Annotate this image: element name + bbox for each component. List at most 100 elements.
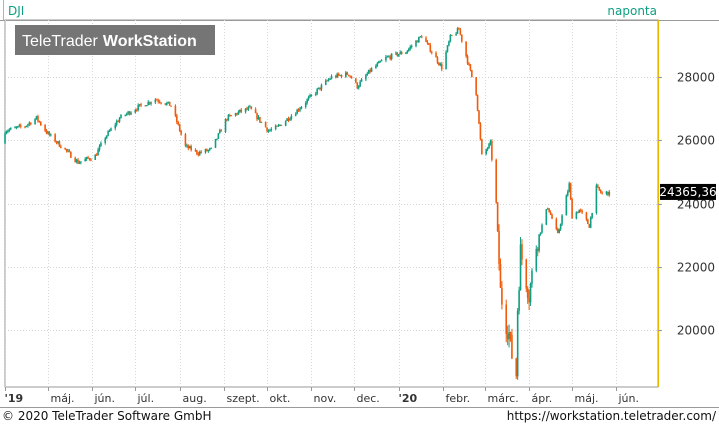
candle-body [607,191,609,195]
candle-body [135,109,138,111]
candle-body [224,119,227,132]
candle-body [545,209,548,225]
candle-body [277,125,280,127]
candle-body [84,159,86,162]
candle-body [438,62,440,66]
last-price-marker: 24365,36 [659,183,717,200]
candle-body [511,335,513,359]
candle-body [601,192,603,194]
candle-body [104,138,107,143]
candle-body [247,107,250,110]
logo-background [15,25,215,55]
candle-body [47,132,49,134]
candle-body [90,159,92,161]
candle-body [581,210,583,213]
candle-body [571,198,573,219]
candle-body [140,104,142,106]
candle-body [127,111,129,114]
candle-body [270,129,273,131]
candle-body [337,73,340,76]
candle-body [144,105,147,107]
candle-body [118,118,121,122]
candle-body [488,143,490,149]
candle-body [289,118,291,121]
candle-body [428,43,430,45]
candle-body [137,105,139,111]
candle-body [516,310,519,377]
candle-body [306,99,308,103]
candle-body [254,109,257,114]
candle-body [486,148,489,150]
candle-body [147,101,150,106]
teletrader-logo: TeleTrader WorkStation [15,25,215,55]
candle-body [575,212,578,219]
x-tick-label: máj. [51,392,75,405]
candle-body [114,124,117,129]
candle-body [19,125,22,127]
candle-body [399,52,402,55]
candle-body [356,82,359,89]
candle-body [67,150,69,152]
candle-body [177,122,180,125]
candle-body [597,185,599,188]
candle-body [440,63,443,70]
candle-body [585,212,588,220]
candle-body [214,138,217,148]
candle-body [595,185,598,213]
candle-body [60,146,62,148]
x-tick-label: febr. [446,392,471,405]
candle-body [240,109,243,112]
candle-body [347,74,350,76]
candle-body [346,72,349,75]
candle-body [176,115,178,123]
candle-body [546,208,549,210]
candle-body [186,145,188,147]
candle-body [150,102,152,104]
candle-body [450,34,453,36]
candle-body [160,102,162,104]
candle-body [410,46,413,48]
candle-body [419,36,422,38]
candle-body [529,283,532,303]
candle-body [208,148,211,150]
candle-body [286,118,288,122]
candle-body [577,212,579,214]
x-tick-label: dec. [357,392,380,405]
candle-body [188,146,191,149]
footer-url[interactable]: https://workstation.teletrader.com/ [507,409,717,423]
x-tick-label: júl. [137,392,155,405]
candle-body [216,138,218,140]
candle-body [598,187,601,191]
candle-body [166,102,168,105]
logo-product: WorkStation [103,33,197,50]
candle-body [526,288,529,298]
candle-body [406,50,409,53]
candle-body [80,161,82,163]
candle-body [489,140,492,144]
candle-body [349,75,351,77]
candle-body [154,99,157,103]
candle-body [599,190,602,193]
candle-body [455,33,457,36]
candle-body [190,146,192,151]
candle-body [108,130,111,132]
x-tick-label: jún. [618,392,640,405]
candle-body [40,121,42,126]
candle-body [125,113,128,115]
candle-body [266,127,268,132]
candle-body [340,75,343,78]
candle-body [329,78,331,80]
candle-body [155,99,158,101]
candle-body [435,52,437,58]
candle-body [326,80,329,82]
candle-body [471,69,473,78]
candle-body [78,162,81,164]
candle-body [284,121,287,126]
candle-body [120,114,122,119]
candle-body [558,229,560,233]
candle-body [279,124,281,126]
candle-body [525,259,528,289]
candle-body [299,108,301,111]
candle-body [429,44,432,52]
candle-body [430,51,433,53]
